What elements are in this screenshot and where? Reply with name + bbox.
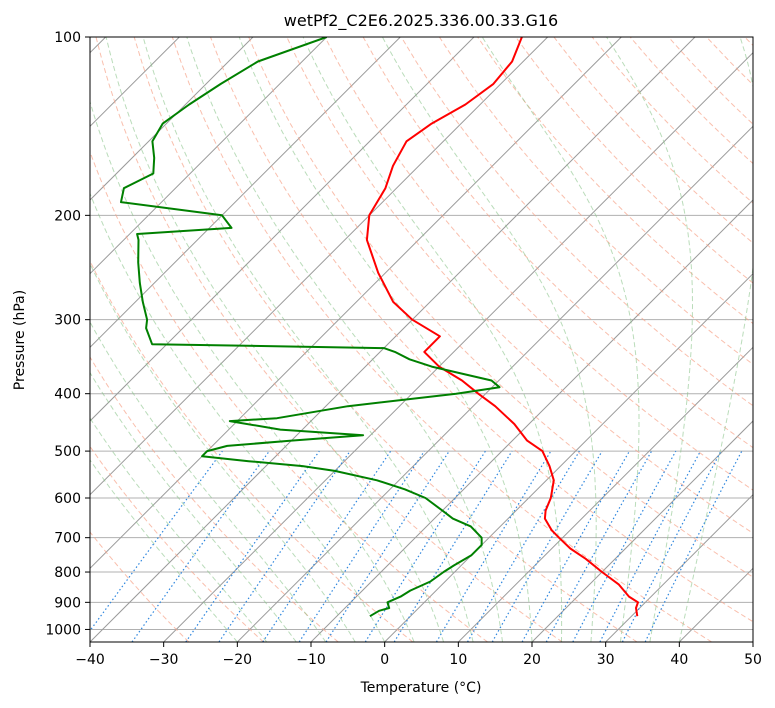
x-tick-label: 30 — [597, 652, 615, 668]
moist-adiabat — [302, 37, 563, 642]
dry-adiabat — [90, 150, 488, 642]
mixing-ratio-line — [262, 450, 392, 642]
dewpoint-profile — [120, 37, 501, 618]
sounding-profiles — [120, 37, 639, 618]
moist-adiabat — [90, 321, 327, 642]
isotherm-line — [531, 420, 753, 642]
x-tick-label: 20 — [523, 652, 541, 668]
x-tick-label: −20 — [223, 652, 253, 668]
isotherm-line — [90, 37, 622, 570]
x-tick-label: −10 — [296, 652, 326, 668]
isotherm-line — [163, 51, 753, 642]
mixing-ratio-lines — [90, 450, 743, 642]
isotherm-line — [605, 493, 753, 642]
dry-adiabat — [171, 37, 712, 642]
x-tick-label: 50 — [744, 652, 762, 668]
isotherm-line — [90, 37, 696, 642]
dry-adiabat — [95, 37, 563, 642]
moist-adiabat — [90, 417, 268, 642]
mixing-ratio-line — [131, 450, 270, 642]
x-tick-label: 10 — [449, 652, 467, 668]
moist-adiabat — [381, 37, 597, 642]
skewed-isotherms — [90, 37, 753, 642]
isotherm-line — [90, 37, 328, 275]
y-tick-label: 500 — [54, 444, 81, 460]
mixing-ratio-line — [325, 450, 450, 642]
moist-adiabat — [90, 371, 297, 642]
background-lines — [90, 37, 753, 642]
moist-adiabats — [90, 37, 753, 642]
moist-adiabat — [105, 37, 445, 642]
y-tick-label: 100 — [54, 30, 81, 46]
x-axis-label: Temperature (°C) — [360, 680, 482, 696]
mixing-ratio-line — [545, 450, 653, 642]
isotherm-line — [90, 37, 401, 349]
moist-adiabat — [90, 99, 415, 642]
moist-adiabat — [142, 37, 474, 642]
y-tick-label: 300 — [54, 313, 81, 329]
y-tick-label: 200 — [54, 208, 81, 224]
mixing-ratio-line — [185, 450, 320, 642]
mixing-ratio-line — [90, 450, 223, 632]
isotherm-line — [90, 37, 549, 496]
x-axis: −40 −30 −20 −10 0 10 20 30 40 50 — [75, 642, 762, 668]
isotherm-line — [90, 37, 475, 422]
temperature-profile — [365, 37, 639, 617]
moist-adiabat — [606, 37, 693, 642]
mixing-ratio-line — [298, 450, 425, 642]
dry-adiabat — [210, 37, 753, 623]
mixing-ratio-line — [644, 450, 743, 642]
y-tick-label: 1000 — [45, 622, 81, 638]
chart-title: wetPf2_C2E6.2025.336.00.33.G16 — [284, 11, 558, 31]
dry-adiabat — [248, 37, 753, 578]
dry-adiabat — [90, 259, 414, 642]
x-tick-label: 40 — [670, 652, 688, 668]
x-tick-label: 0 — [380, 652, 389, 668]
mixing-ratio-line — [521, 450, 631, 642]
y-tick-label: 400 — [54, 387, 81, 403]
mixing-ratio-line — [218, 450, 351, 642]
isotherm-line — [236, 125, 753, 642]
moist-adiabat — [678, 37, 753, 642]
y-tick-label: 800 — [54, 565, 81, 581]
isotherm-line — [457, 346, 753, 642]
dry-adiabat — [90, 445, 264, 642]
moist-adiabat — [238, 37, 533, 642]
pressure-gridlines — [90, 37, 753, 630]
dry-adiabat — [324, 37, 753, 491]
dry-adiabat — [438, 37, 753, 366]
dry-adiabat — [515, 37, 753, 284]
moist-adiabat — [481, 37, 640, 642]
y-tick-label: 700 — [54, 531, 81, 547]
y-tick-label: 900 — [54, 595, 81, 611]
moist-adiabat — [90, 192, 386, 642]
moist-adiabat — [186, 37, 503, 642]
moist-adiabat — [90, 262, 356, 642]
dry-adiabat — [90, 531, 190, 642]
dry-adiabat — [400, 37, 753, 407]
moist-adiabat — [90, 459, 238, 642]
isotherm-line — [384, 272, 753, 642]
y-axis: 100 200 300 400 500 600 700 800 900 1000 — [45, 30, 90, 638]
x-tick-label: −40 — [75, 652, 105, 668]
dry-adiabats — [90, 37, 753, 642]
mixing-ratio-line — [393, 450, 513, 642]
y-tick-label: 600 — [54, 491, 81, 507]
y-axis-label: Pressure (hPa) — [12, 290, 28, 390]
isotherm-line — [90, 37, 254, 201]
x-tick-label: −30 — [149, 652, 179, 668]
dry-adiabat — [133, 37, 638, 642]
dry-adiabat — [90, 356, 339, 642]
plot-frame — [89, 36, 754, 643]
mixing-ratio-line — [572, 450, 677, 642]
